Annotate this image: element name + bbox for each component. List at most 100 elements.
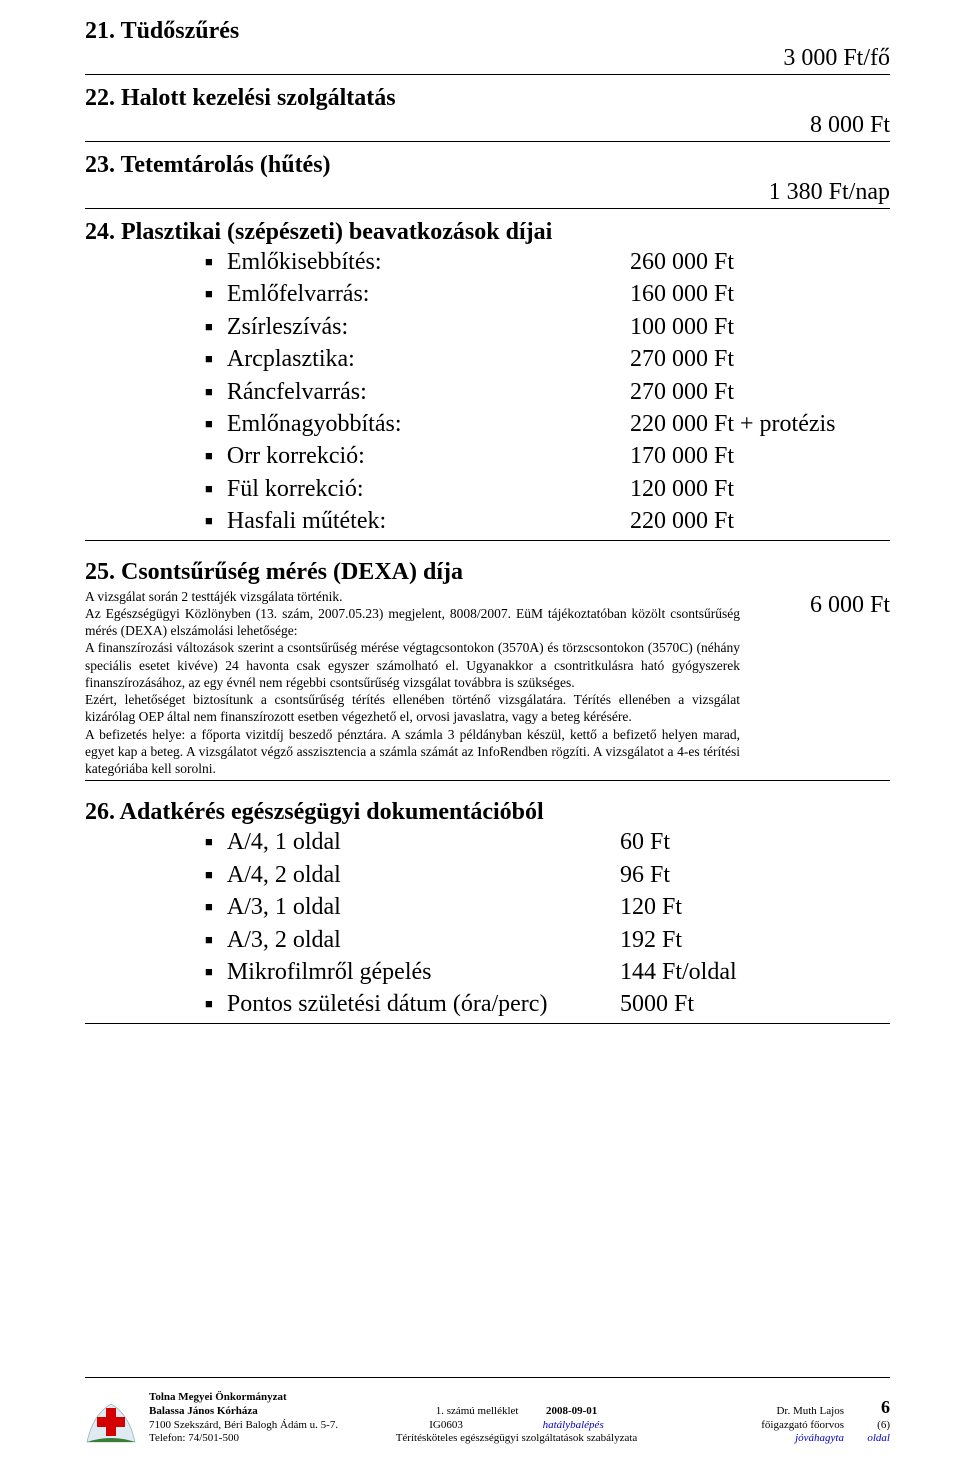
section-23: 23. Tetemtárolás (hűtés) 1 380 Ft/nap [85,152,890,209]
section-26-item: ■ A/3, 2 oldal [85,924,620,956]
bullet-icon: ■ [205,866,213,884]
section-26-item-value: 144 Ft/oldal [620,956,890,988]
section-24-item: ■ Emlőnagyobbítás: [85,408,630,440]
section-26-title: 26. Adatkérés egészségügyi dokumentációb… [85,799,890,826]
section-26-item-label: A/3, 1 oldal [227,891,341,923]
footer-addr: 7100 Szekszárd, Béri Balogh Ádám u. 5-7. [149,1419,349,1433]
section-24-item: ■ Zsírleszívás: [85,311,630,343]
section-24-item-label: Ráncfelvarrás: [227,376,367,408]
bullet-icon: ■ [205,931,213,949]
section-22-price: 8 000 Ft [810,112,890,139]
footer-right3: jóváhagyta [795,1432,844,1444]
section-24-item: ■ Hasfali műtétek: [85,505,630,537]
section-24-item: ■ Orr korrekció: [85,440,630,472]
section-23-title: 23. Tetemtárolás (hűtés) [85,152,890,179]
section-26-item-label: A/4, 1 oldal [227,826,341,858]
section-25-price: 6 000 Ft [740,588,890,778]
section-26-item-label: Pontos születési dátum (óra/perc) [227,988,548,1020]
bullet-icon: ■ [205,318,213,336]
section-25-desc: A vizsgálat során 2 testtájék vizsgálata… [85,588,740,778]
bullet-icon: ■ [205,480,213,498]
section-24-list: ■ Emlőkisebbítés: ■ Emlőfelvarrás: ■ Zsírlesz… [85,246,890,541]
section-24-item: ■ Fül korrekció: [85,473,630,505]
footer-center1: 1. számú melléklet [436,1405,519,1417]
footer-org2: Balassa János Kórháza [149,1405,349,1419]
footer-tel: Telefon: 74/501-500 [149,1432,349,1446]
bullet-icon: ■ [205,963,213,981]
bullet-icon: ■ [205,350,213,368]
section-24-item-value: 270 000 Ft [630,376,890,408]
section-24-item-value: 260 000 Ft [630,246,890,278]
section-24-item: ■ Emlőfelvarrás: [85,278,630,310]
bullet-icon: ■ [205,285,213,303]
section-24-item: ■ Ráncfelvarrás: [85,376,630,408]
section-24-item-label: Hasfali műtétek: [227,505,386,537]
section-24-item-value: 170 000 Ft [630,440,890,472]
section-26-item: ■ Pontos születési dátum (óra/perc) [85,988,620,1020]
section-26-item-label: Mikrofilmről gépelés [227,956,432,988]
footer-page-paren: (6) [850,1419,890,1433]
footer-pagenum: 6 [850,1396,890,1419]
section-26-item-value: 120 Ft [620,891,890,923]
section-24-item-label: Zsírleszívás: [227,311,348,343]
footer-page-block: 6 (6) oldal [850,1382,890,1446]
section-24-item-label: Emlőfelvarrás: [227,278,370,310]
bullet-icon: ■ [205,995,213,1013]
section-26: 26. Adatkérés egészségügyi dokumentációb… [85,799,890,1023]
footer-center-date: 2008-09-01 [546,1405,597,1417]
section-26-item-label: A/3, 2 oldal [227,924,341,956]
section-24-item-value: 100 000 Ft [630,311,890,343]
section-21: 21. Tüdőszűrés 3 000 Ft/fő [85,18,890,75]
footer-org-block: Tolna Megyei Önkormányzat Balassa János … [149,1391,349,1446]
section-26-item: ■ Mikrofilmről gépelés [85,956,620,988]
section-22-title: 22. Halott kezelési szolgáltatás [85,85,890,112]
section-26-list: ■A/4, 1 oldal■A/4, 2 oldal■A/3, 1 oldal■… [85,826,890,1023]
footer-right2: főigazgató főorvos [684,1419,844,1433]
section-26-item-value: 192 Ft [620,924,890,956]
footer-center2: IG0603 [429,1419,463,1431]
footer-right1: Dr. Muth Lajos [684,1405,844,1419]
section-24-item-label: Arcplasztika: [227,343,355,375]
section-26-item-value: 60 Ft [620,826,890,858]
section-24-item-value: 160 000 Ft [630,278,890,310]
bullet-icon: ■ [205,415,213,433]
section-24-item-label: Fül korrekció: [227,473,364,505]
hospital-logo [85,1394,137,1446]
footer-right-block: Dr. Muth Lajos főigazgató főorvos jóváha… [684,1391,844,1446]
page-footer: Tolna Megyei Önkormányzat Balassa János … [0,1377,960,1446]
section-22: 22. Halott kezelési szolgáltatás 8 000 F… [85,85,890,142]
section-24-item: ■ Arcplasztika: [85,343,630,375]
footer-org1: Tolna Megyei Önkormányzat [149,1391,349,1405]
section-24-item-label: Orr korrekció: [227,440,365,472]
section-24-item-value: 220 000 Ft [630,505,890,537]
bullet-icon: ■ [205,512,213,530]
bullet-icon: ■ [205,898,213,916]
section-24-item: ■ Emlőkisebbítés: [85,246,630,278]
section-21-price: 3 000 Ft/fő [783,45,890,72]
section-26-item-value: 96 Ft [620,859,890,891]
section-26-item: ■ A/4, 1 oldal [85,826,620,858]
section-26-item-value: 5000 Ft [620,988,890,1020]
footer-page-word: oldal [850,1432,890,1446]
footer-center3: hatálybalépés [543,1419,604,1431]
section-25-title: 25. Csontsűrűség mérés (DEXA) díja [85,559,890,586]
footer-center4: Térítésköteles egészségügyi szolgáltatás… [355,1432,678,1446]
section-24: 24. Plasztikai (szépészeti) beavatkozáso… [85,219,890,541]
section-21-title: 21. Tüdőszűrés [85,18,890,45]
section-23-price: 1 380 Ft/nap [769,179,890,206]
section-24-item-label: Emlőkisebbítés: [227,246,382,278]
section-25: 25. Csontsűrűség mérés (DEXA) díja A viz… [85,559,890,782]
bullet-icon: ■ [205,253,213,271]
section-26-item-label: A/4, 2 oldal [227,859,341,891]
section-24-item-value: 120 000 Ft [630,473,890,505]
section-24-item-value: 270 000 Ft [630,343,890,375]
section-24-title: 24. Plasztikai (szépészeti) beavatkozáso… [85,219,890,246]
bullet-icon: ■ [205,447,213,465]
bullet-icon: ■ [205,383,213,401]
bullet-icon: ■ [205,833,213,851]
section-24-item-value: 220 000 Ft + protézis [630,408,890,440]
footer-center-block: 1. számú melléklet 2008-09-01 IG0603 hat… [355,1391,678,1446]
section-26-item: ■ A/4, 2 oldal [85,859,620,891]
section-24-item-label: Emlőnagyobbítás: [227,408,402,440]
section-26-item: ■ A/3, 1 oldal [85,891,620,923]
